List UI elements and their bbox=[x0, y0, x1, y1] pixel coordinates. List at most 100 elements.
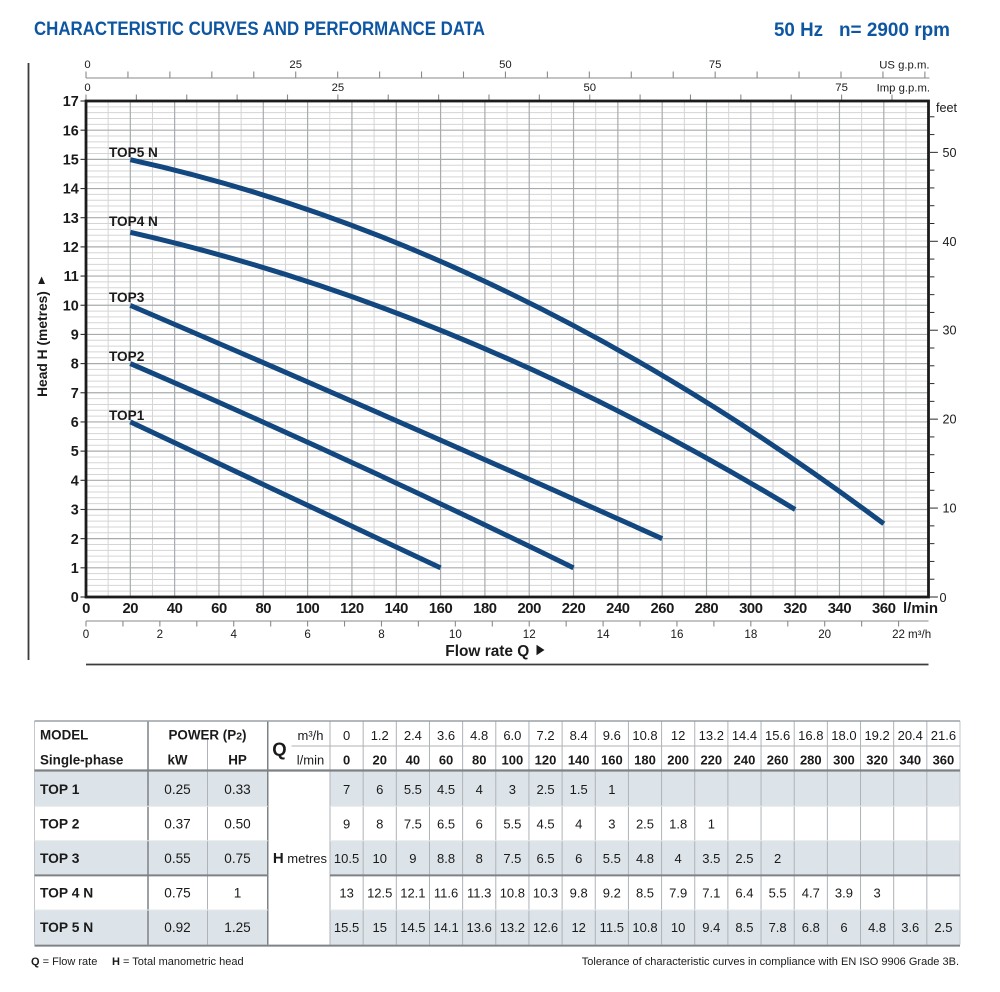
svg-text:0: 0 bbox=[343, 728, 350, 743]
svg-text:11: 11 bbox=[64, 269, 79, 285]
svg-text:18.0: 18.0 bbox=[831, 728, 856, 743]
svg-text:9.2: 9.2 bbox=[603, 886, 621, 901]
svg-text:1.5: 1.5 bbox=[570, 782, 588, 797]
svg-text:10: 10 bbox=[373, 851, 387, 866]
svg-text:TOP3: TOP3 bbox=[109, 290, 145, 305]
svg-text:320: 320 bbox=[866, 753, 888, 768]
svg-text:200: 200 bbox=[517, 601, 541, 617]
svg-text:240: 240 bbox=[734, 753, 756, 768]
svg-text:n= 2900 rpm: n= 2900 rpm bbox=[839, 20, 950, 41]
svg-text:60: 60 bbox=[211, 601, 227, 617]
svg-text:0: 0 bbox=[84, 82, 90, 94]
svg-text:14.4: 14.4 bbox=[732, 728, 757, 743]
svg-text:240: 240 bbox=[606, 601, 630, 617]
svg-text:10.8: 10.8 bbox=[632, 920, 657, 935]
svg-text:1: 1 bbox=[234, 886, 242, 901]
svg-text:160: 160 bbox=[429, 601, 453, 617]
svg-text:280: 280 bbox=[695, 601, 719, 617]
svg-text:0.33: 0.33 bbox=[224, 782, 250, 797]
svg-text:340: 340 bbox=[828, 601, 852, 617]
svg-text:6: 6 bbox=[71, 415, 79, 431]
svg-text:340: 340 bbox=[899, 753, 921, 768]
svg-text:10: 10 bbox=[943, 502, 957, 516]
svg-text:13.6: 13.6 bbox=[467, 920, 492, 935]
svg-text:3: 3 bbox=[71, 503, 79, 519]
svg-text:3.5: 3.5 bbox=[702, 851, 720, 866]
svg-text:6.8: 6.8 bbox=[802, 920, 820, 935]
svg-text:2: 2 bbox=[157, 628, 163, 641]
svg-text:75: 75 bbox=[709, 59, 722, 71]
svg-text:100: 100 bbox=[502, 753, 524, 768]
svg-text:POWER (P2): POWER (P2) bbox=[168, 728, 246, 743]
svg-text:9.6: 9.6 bbox=[603, 728, 621, 743]
svg-text:13.2: 13.2 bbox=[699, 728, 724, 743]
svg-text:8: 8 bbox=[376, 816, 383, 831]
svg-text:13: 13 bbox=[63, 211, 79, 227]
svg-text:6.5: 6.5 bbox=[437, 816, 455, 831]
svg-text:22: 22 bbox=[892, 628, 905, 641]
svg-text:0: 0 bbox=[82, 601, 90, 617]
svg-text:50 Hz: 50 Hz bbox=[774, 20, 823, 41]
svg-text:20: 20 bbox=[818, 628, 831, 641]
svg-text:7: 7 bbox=[71, 386, 79, 402]
svg-text:7.1: 7.1 bbox=[702, 886, 720, 901]
svg-text:13.2: 13.2 bbox=[500, 920, 525, 935]
svg-text:0.55: 0.55 bbox=[164, 851, 190, 866]
svg-text:3.6: 3.6 bbox=[437, 728, 455, 743]
svg-text:kW: kW bbox=[167, 753, 187, 768]
svg-text:3: 3 bbox=[608, 816, 615, 831]
svg-text:HP: HP bbox=[228, 753, 247, 768]
svg-text:40: 40 bbox=[406, 753, 420, 768]
svg-text:0.37: 0.37 bbox=[164, 816, 190, 831]
svg-text:1: 1 bbox=[608, 782, 615, 797]
svg-text:12: 12 bbox=[571, 920, 585, 935]
svg-text:8: 8 bbox=[378, 628, 384, 641]
svg-text:21.6: 21.6 bbox=[931, 728, 956, 743]
svg-text:7.8: 7.8 bbox=[769, 920, 787, 935]
svg-text:6.0: 6.0 bbox=[503, 728, 521, 743]
svg-text:11.5: 11.5 bbox=[600, 920, 624, 935]
svg-text:19.2: 19.2 bbox=[864, 728, 889, 743]
svg-text:100: 100 bbox=[296, 601, 320, 617]
svg-text:200: 200 bbox=[667, 753, 689, 768]
svg-text:TOP5 N: TOP5 N bbox=[109, 145, 158, 160]
svg-text:0.75: 0.75 bbox=[164, 886, 190, 901]
svg-text:Q: Q bbox=[272, 739, 286, 760]
svg-text:4.8: 4.8 bbox=[470, 728, 488, 743]
svg-text:US g.p.m.: US g.p.m. bbox=[879, 60, 929, 72]
svg-text:Flow rate Q: Flow rate Q bbox=[445, 643, 529, 660]
svg-text:40: 40 bbox=[943, 235, 957, 249]
svg-text:Head H (metres): Head H (metres) bbox=[35, 291, 50, 397]
svg-text:12.6: 12.6 bbox=[533, 920, 558, 935]
svg-text:6: 6 bbox=[376, 782, 383, 797]
svg-text:6.4: 6.4 bbox=[735, 886, 753, 901]
svg-text:2.4: 2.4 bbox=[404, 728, 422, 743]
svg-text:3: 3 bbox=[509, 782, 516, 797]
svg-text:2: 2 bbox=[774, 851, 781, 866]
svg-text:8.4: 8.4 bbox=[570, 728, 588, 743]
svg-text:10.3: 10.3 bbox=[533, 886, 558, 901]
svg-text:180: 180 bbox=[634, 753, 656, 768]
svg-text:TOP 3: TOP 3 bbox=[40, 851, 80, 866]
svg-text:0: 0 bbox=[343, 753, 350, 768]
svg-text:20.4: 20.4 bbox=[898, 728, 923, 743]
svg-text:4: 4 bbox=[231, 628, 238, 641]
svg-text:4.5: 4.5 bbox=[536, 816, 554, 831]
svg-text:0.25: 0.25 bbox=[164, 782, 190, 797]
svg-text:CHARACTERISTIC CURVES AND PERF: CHARACTERISTIC CURVES AND PERFORMANCE DA… bbox=[34, 19, 485, 40]
svg-text:160: 160 bbox=[601, 753, 623, 768]
svg-text:0: 0 bbox=[84, 59, 90, 71]
svg-text:8: 8 bbox=[476, 851, 483, 866]
svg-text:10.8: 10.8 bbox=[500, 886, 525, 901]
svg-text:3: 3 bbox=[873, 886, 880, 901]
svg-text:7.9: 7.9 bbox=[669, 886, 687, 901]
svg-text:220: 220 bbox=[700, 753, 722, 768]
svg-text:15: 15 bbox=[63, 152, 79, 168]
svg-text:7: 7 bbox=[343, 782, 350, 797]
svg-text:50: 50 bbox=[583, 82, 596, 94]
svg-text:18: 18 bbox=[744, 628, 757, 641]
svg-text:3.6: 3.6 bbox=[901, 920, 919, 935]
svg-text:25: 25 bbox=[332, 82, 345, 94]
svg-text:120: 120 bbox=[340, 601, 364, 617]
svg-text:220: 220 bbox=[562, 601, 586, 617]
